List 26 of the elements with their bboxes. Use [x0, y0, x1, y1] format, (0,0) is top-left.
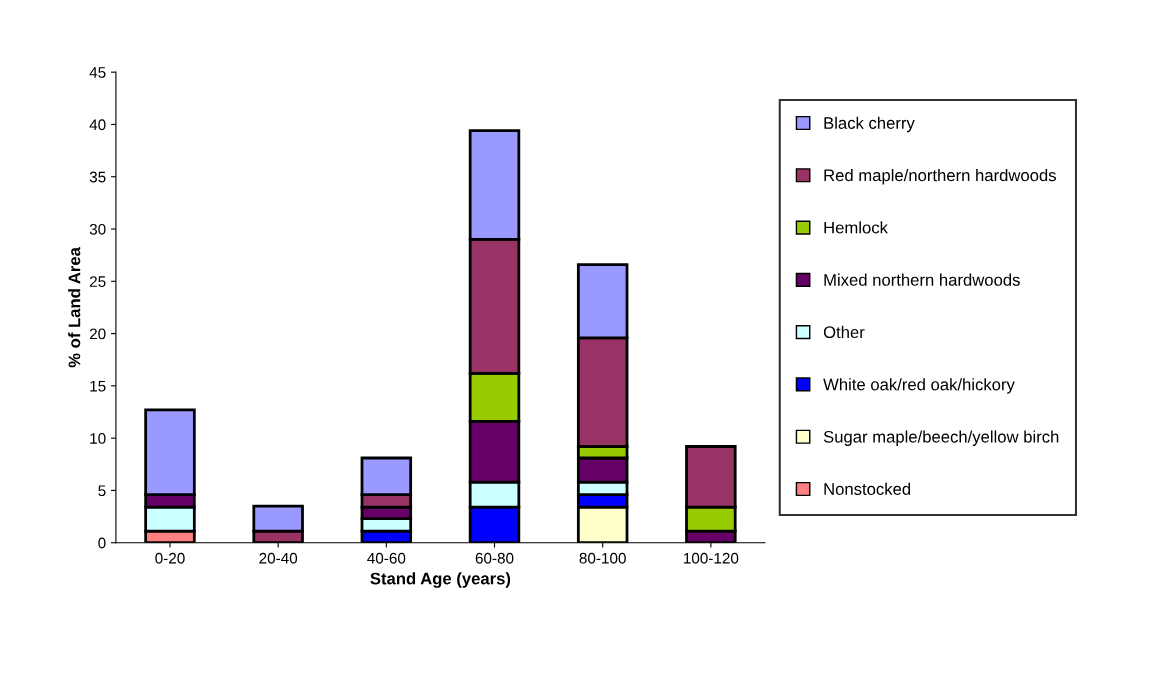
- y-tick-label: 0: [98, 537, 106, 549]
- x-tick-label: 60-80: [475, 552, 514, 564]
- y-tick-label: 10: [90, 433, 106, 444]
- legend-label: Nonstocked: [824, 482, 911, 495]
- x-tick-label: 80-100: [579, 552, 626, 564]
- y-tick-label: 15: [90, 380, 106, 392]
- legend-label: Other: [823, 325, 865, 339]
- y-tick-label: 45: [89, 67, 106, 78]
- y-tick-label: 40: [89, 119, 106, 131]
- x-tick-label: 0-20: [155, 552, 185, 564]
- legend-label: Hemlock: [824, 221, 888, 234]
- legend-label: Sugar maple/beech/yellow birch: [823, 430, 1059, 446]
- y-tick-label: 5: [98, 485, 106, 497]
- y-tick-label: 25: [89, 276, 106, 287]
- legend-label: Black cherry: [824, 116, 915, 133]
- y-tick-label: 30: [89, 223, 106, 235]
- x-axis-title: Stand Age (years): [370, 572, 511, 588]
- legend-label: Mixed northern hardwoods: [824, 273, 1020, 286]
- legend-label: Red maple/northern hardwoods: [824, 168, 1056, 185]
- x-tick-label: 100-120: [683, 552, 739, 564]
- x-tick-label: 40-60: [367, 552, 406, 564]
- x-tick-label: 20-40: [259, 552, 298, 564]
- y-tick-label: 20: [89, 328, 106, 340]
- y-axis-title: % of Land Area: [68, 246, 81, 368]
- y-tick-label: 35: [89, 171, 106, 183]
- legend-label: White oak/red oak/hickory: [823, 378, 1015, 394]
